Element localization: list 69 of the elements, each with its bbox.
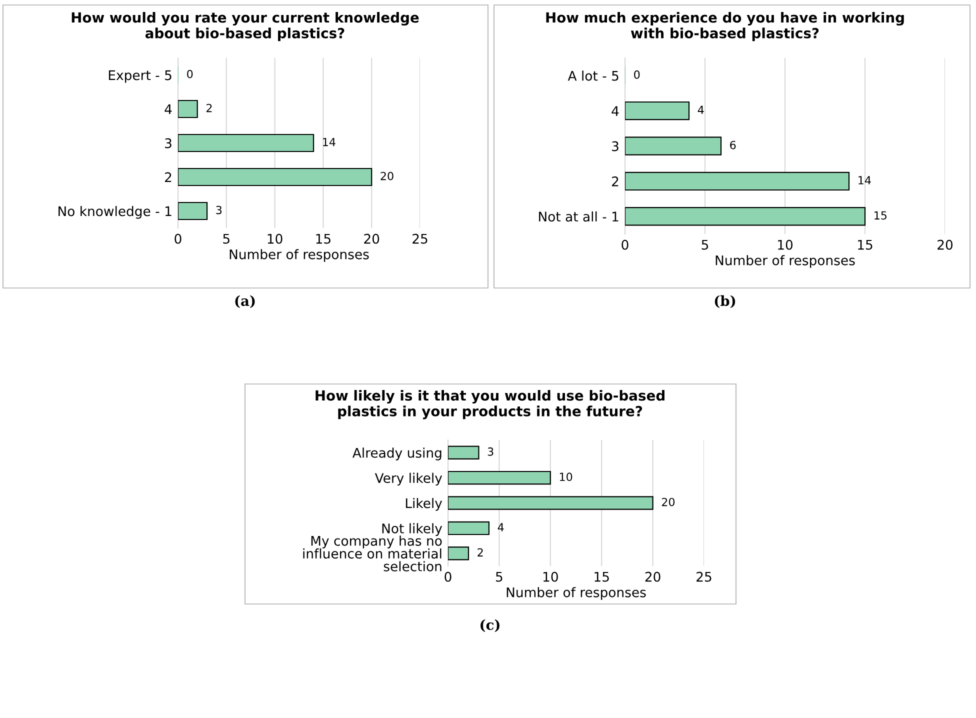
chart-title: How likely is it that you would use bio-based plastics in your products in the future? (316, 390, 664, 420)
x-tick-label: 10 (778, 240, 793, 250)
y-tick-label: 4 (164, 104, 172, 114)
data-label: 0 (634, 70, 640, 79)
bar (625, 136, 722, 156)
text: (c) (480, 619, 500, 632)
x-axis-title: Number of responses (506, 587, 646, 600)
x-tick-label: 20 (645, 572, 660, 582)
data-label: 3 (216, 206, 222, 214)
bar (625, 172, 850, 191)
y-tick-label: 3 (612, 141, 618, 152)
x-tick-label: 5 (702, 240, 708, 250)
x-axis-title: Number of responses (716, 255, 855, 268)
y-tick-label: 2 (612, 176, 618, 186)
bar (448, 546, 470, 560)
text: (a) (235, 295, 255, 308)
data-label: 2 (206, 104, 212, 112)
text: (b) (714, 295, 736, 308)
x-tick-label: 25 (696, 572, 712, 582)
x-tick-label: 25 (412, 234, 428, 244)
bar (625, 101, 690, 120)
bar (178, 100, 198, 118)
bar (625, 207, 866, 226)
y-tick-label: No knowledge - 1 (58, 206, 172, 219)
data-label: 4 (498, 523, 504, 532)
x-tick-label: 10 (543, 572, 558, 582)
bar (178, 202, 208, 220)
data-label: 0 (187, 70, 193, 78)
x-tick-label: 20 (938, 240, 953, 250)
x-tick-label: 15 (858, 240, 872, 250)
bar (448, 470, 551, 485)
data-label: 20 (380, 172, 394, 180)
x-tick-label: 5 (223, 234, 230, 244)
bar (448, 521, 490, 536)
y-tick-label: A lot - 5 (568, 70, 618, 81)
x-tick-label: 15 (594, 572, 609, 582)
y-tick-label: Expert - 5 (108, 70, 172, 83)
bar (178, 134, 314, 152)
bar (448, 446, 480, 460)
data-label: 10 (560, 472, 572, 482)
data-label: 2 (478, 548, 483, 556)
x-tick-label: 15 (316, 234, 330, 244)
y-tick-label: 4 (612, 106, 619, 116)
x-tick-label: 20 (364, 234, 380, 244)
chart-title: How would you rate your current knowledge about bio-based plastics? (72, 12, 419, 42)
data-label: 15 (874, 211, 886, 220)
data-label: 20 (662, 498, 675, 506)
x-tick-label: 0 (444, 572, 452, 582)
chart-title: How much experience do you have in working with bio-based plastics? (546, 12, 904, 42)
x-tick-label: 0 (174, 234, 182, 244)
data-label: 4 (698, 106, 704, 114)
data-label: 3 (488, 447, 494, 456)
bar (448, 496, 654, 510)
data-label: 6 (730, 140, 736, 150)
x-tick-label: 0 (622, 240, 628, 250)
data-label: 14 (858, 176, 871, 184)
bar (178, 168, 372, 186)
y-tick-label: Very likely (374, 472, 442, 486)
x-axis-title: Number of responses (230, 249, 369, 262)
x-tick-label: 10 (268, 234, 282, 244)
y-tick-label: 3 (165, 138, 172, 148)
y-tick-label: Likely (406, 498, 442, 511)
x-tick-label: 5 (496, 572, 502, 582)
y-tick-label: My company has no influence on material selection (303, 536, 442, 572)
y-tick-label: Already using (352, 448, 442, 460)
y-tick-label: Not at all - 1 (539, 211, 618, 222)
y-tick-label: Not likely (382, 523, 442, 536)
y-tick-label: 2 (165, 172, 172, 182)
data-label: 14 (323, 138, 336, 146)
